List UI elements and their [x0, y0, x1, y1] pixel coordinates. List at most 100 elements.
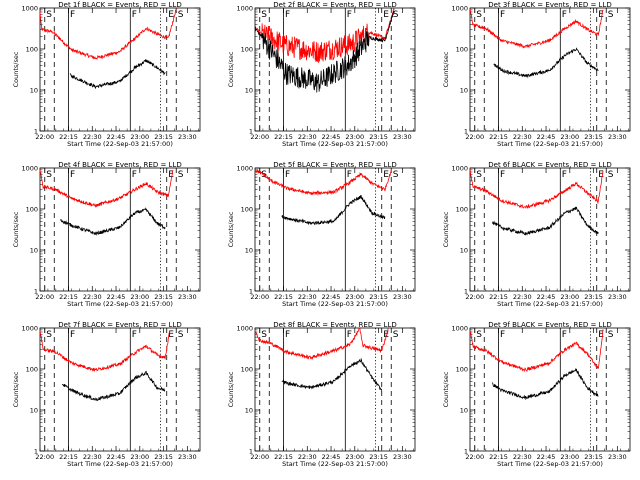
y-tick-label: 1 [34, 128, 38, 136]
panel-title: Det 1f BLACK = Events, RED = LLD [58, 1, 181, 9]
plot-frame [469, 327, 631, 452]
y-axis-label: Counts/sec [442, 211, 450, 247]
y-tick-label: 1000 [21, 165, 38, 173]
series-events-line [281, 194, 386, 226]
event-marker-label: E [598, 330, 604, 340]
y-tick-label: 100 [26, 206, 38, 214]
x-tick-label: 22:00 [250, 453, 269, 461]
panel-4: Det 4f BLACK = Events, RED = LLD 1 10 100 10… [12, 161, 201, 308]
panel-title: Det 5f BLACK = Events, RED = LLD [273, 161, 396, 169]
event-marker-label: F [285, 10, 290, 20]
x-tick-label: 23:15 [584, 293, 603, 301]
x-tick-label: 22:30 [513, 133, 532, 141]
x-tick-label: 23:00 [560, 453, 579, 461]
event-marker-label: F [562, 330, 567, 340]
y-axis-label: Counts/sec [12, 211, 20, 247]
event-marker-label: S [608, 10, 614, 20]
x-tick-label: 23:30 [393, 293, 412, 301]
panel-title: Det 2f BLACK = Events, RED = LLD [273, 1, 396, 9]
event-marker-label: F [70, 10, 75, 20]
x-tick-label: 22:45 [537, 293, 556, 301]
x-axis-label: Start Time (22-Sep-03 21:57:00) [67, 460, 173, 468]
plot-frame [254, 327, 416, 452]
x-axis-label: Start Time (22-Sep-03 21:57:00) [282, 300, 388, 308]
y-tick-label: 100 [241, 366, 253, 374]
panel-title: Det 7f BLACK = Events, RED = LLD [58, 321, 181, 329]
panel-7: Det 7f BLACK = Events, RED = LLD 1 10 100 10… [12, 321, 201, 468]
event-marker-label: F [347, 330, 352, 340]
x-tick-label: 22:30 [298, 293, 317, 301]
event-marker-label: F [132, 330, 137, 340]
x-tick-label: 23:00 [130, 133, 149, 141]
x-tick-label: 22:30 [83, 293, 102, 301]
x-tick-label: 23:30 [608, 133, 627, 141]
y-axis-label: Counts/sec [227, 211, 235, 247]
x-tick-label: 22:15 [489, 293, 508, 301]
y-tick-label: 1 [464, 448, 468, 456]
x-tick-label: 22:00 [465, 133, 484, 141]
x-tick-label: 22:15 [59, 293, 78, 301]
event-marker-label: E [598, 10, 604, 20]
event-marker-label: S [608, 330, 614, 340]
event-marker-label: F [132, 170, 137, 180]
plot-frame [469, 167, 631, 292]
event-marker-label: F [70, 170, 75, 180]
y-tick-label: 1 [34, 288, 38, 296]
x-tick-label: 22:00 [250, 293, 269, 301]
x-tick-label: 22:30 [83, 453, 102, 461]
panel-3: Det 3f BLACK = Events, RED = LLD 1 10 100 10… [442, 1, 631, 148]
event-marker-label: E [168, 10, 174, 20]
x-tick-label: 22:00 [250, 133, 269, 141]
y-tick-label: 1 [464, 128, 468, 136]
x-tick-label: 23:00 [130, 453, 149, 461]
x-tick-label: 22:15 [59, 453, 78, 461]
y-tick-label: 100 [26, 46, 38, 54]
event-marker-label: F [285, 170, 290, 180]
y-tick-label: 1 [249, 448, 253, 456]
event-marker-label: E [598, 170, 604, 180]
y-tick-label: 100 [241, 46, 253, 54]
plot-frame [254, 7, 416, 132]
x-tick-label: 23:30 [608, 453, 627, 461]
event-marker-label: F [70, 330, 75, 340]
x-axis-label: Start Time (22-Sep-03 21:57:00) [282, 460, 388, 468]
y-tick-label: 100 [241, 206, 253, 214]
panel-title: Det 3f BLACK = Events, RED = LLD [488, 1, 611, 9]
event-marker-label: S [393, 170, 399, 180]
y-tick-label: 1 [464, 288, 468, 296]
x-tick-label: 22:45 [322, 133, 341, 141]
series-events-line [60, 207, 166, 236]
panel-2: Det 2f BLACK = Events, RED = LLD 1 10 100 10… [227, 1, 416, 148]
x-tick-label: 23:30 [393, 133, 412, 141]
series-events-line [61, 370, 166, 402]
series-lld-line [469, 8, 604, 49]
event-marker-label: F [500, 10, 505, 20]
event-marker-label: S [476, 170, 482, 180]
panel-title: Det 9f BLACK = Events, RED = LLD [488, 321, 611, 329]
x-tick-label: 23:15 [369, 133, 388, 141]
x-tick-label: 22:00 [35, 293, 54, 301]
x-tick-label: 22:45 [322, 293, 341, 301]
event-marker-label: S [178, 330, 184, 340]
y-tick-label: 1000 [451, 5, 468, 13]
event-marker-label: S [261, 10, 267, 20]
x-tick-label: 23:30 [178, 133, 197, 141]
event-marker-label: S [608, 170, 614, 180]
event-marker-label: S [178, 170, 184, 180]
x-tick-label: 23:00 [130, 293, 149, 301]
series-events-line [281, 357, 383, 392]
x-tick-label: 22:00 [465, 293, 484, 301]
x-tick-label: 23:30 [178, 453, 197, 461]
y-tick-label: 1 [34, 448, 38, 456]
event-marker-label: F [500, 330, 505, 340]
y-tick-label: 10 [460, 247, 468, 255]
y-tick-label: 1000 [21, 5, 38, 13]
plot-frame [39, 167, 201, 292]
x-tick-label: 23:15 [154, 133, 173, 141]
series-lld-line [469, 168, 604, 209]
y-axis-label: Counts/sec [442, 371, 450, 407]
series-lld-line [254, 168, 392, 196]
x-tick-label: 23:30 [393, 453, 412, 461]
x-tick-label: 22:30 [513, 453, 532, 461]
x-tick-label: 22:15 [489, 453, 508, 461]
